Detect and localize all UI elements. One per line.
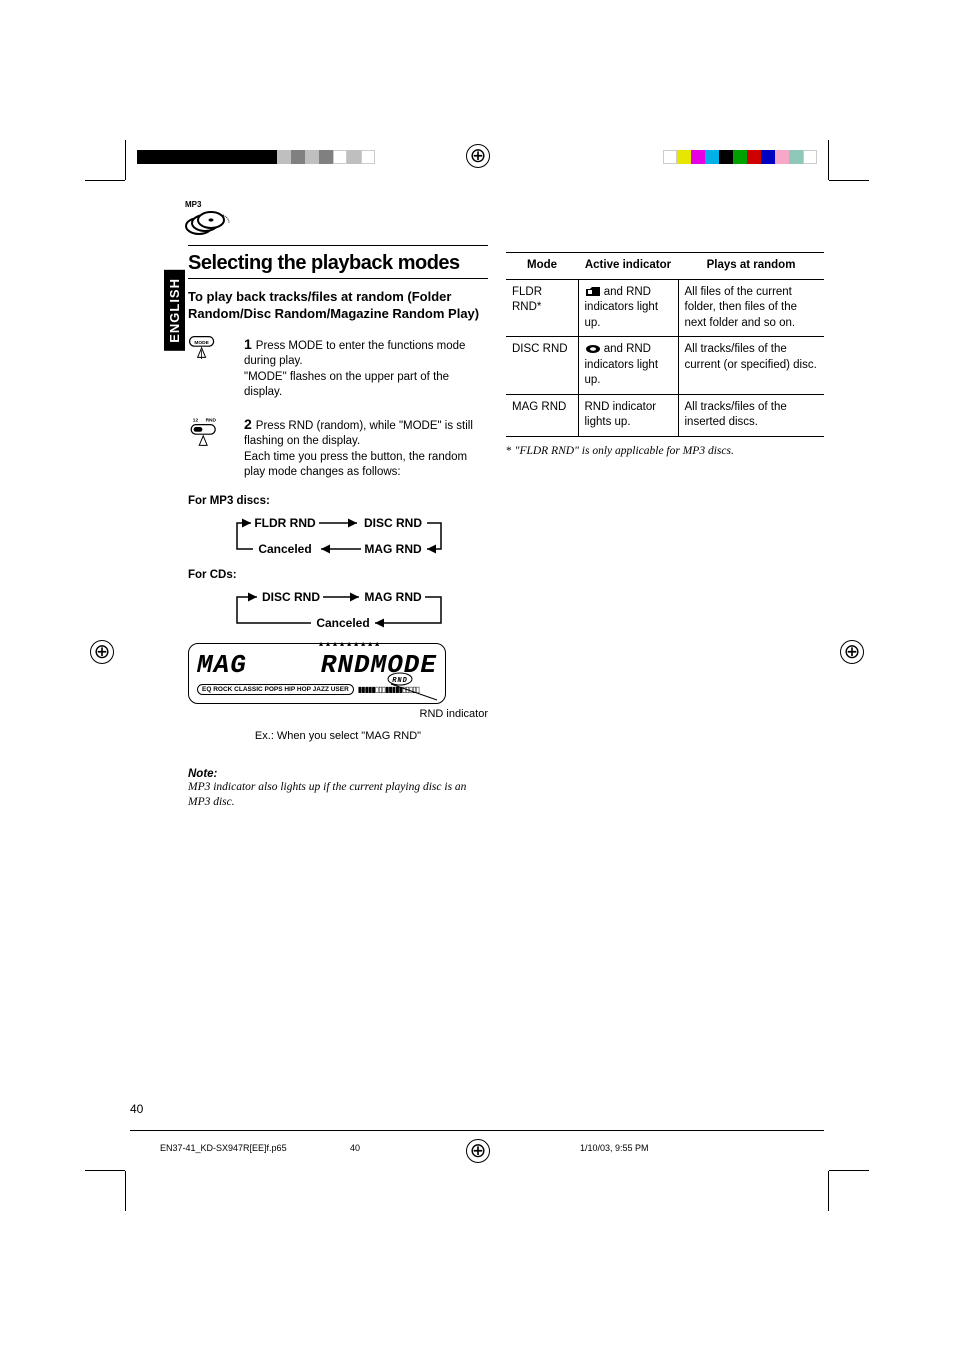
step-text: "MODE" flashes on the upper part of the …	[244, 370, 488, 401]
colorbar-left	[137, 150, 375, 164]
plays-cell: All tracks/files of the inserted discs.	[678, 394, 824, 436]
svg-text:DISC RND: DISC RND	[364, 516, 422, 530]
mp3-discs-icon: MP3	[185, 200, 233, 235]
svg-text:DISC RND: DISC RND	[262, 590, 320, 604]
svg-text:Canceled: Canceled	[316, 616, 369, 630]
step-text: Press RND (random), while "MODE" is stil…	[244, 420, 473, 448]
section-subheading: To play back tracks/files at random (Fol…	[188, 289, 488, 323]
page-title: Selecting the playback modes	[188, 245, 488, 279]
mode-cell: FLDR RND*	[506, 279, 578, 337]
table-header: Plays at random	[678, 253, 824, 280]
page-number: 40	[130, 1102, 143, 1116]
svg-text:RND: RND	[206, 417, 217, 423]
footer-filename: EN37-41_KD-SX947R[EE]f.p65	[160, 1143, 287, 1153]
folder-icon	[585, 286, 601, 297]
step-number: 2	[244, 416, 252, 432]
mode-button-icon: MODE	[188, 335, 228, 367]
footer-rule	[130, 1130, 824, 1131]
indicator-cell: and RND indicators light up.	[578, 337, 678, 395]
cycle-mp3: FLDR RND DISC RND MAG RND Canceled	[188, 513, 488, 559]
rnd-indicator-caption: RND indicator	[188, 708, 488, 720]
disc-icon	[585, 344, 601, 354]
svg-text:12: 12	[193, 417, 199, 423]
callout-line-icon	[387, 680, 447, 704]
footer-page: 40	[350, 1143, 360, 1153]
eq-presets: ROCK CLASSIC POPS HIP HOP JAZZ USER	[213, 686, 349, 693]
cds-label: For CDs:	[188, 569, 488, 581]
mode-cell: MAG RND	[506, 394, 578, 436]
note-heading: Note:	[188, 768, 488, 780]
lcd-right: RNDMODE	[321, 650, 437, 680]
indicator-cell: and RND indicators light up.	[578, 279, 678, 337]
mp3-discs-label: For MP3 discs:	[188, 495, 488, 507]
plays-cell: All files of the current folder, then fi…	[678, 279, 824, 337]
table-row: FLDR RND* and RND indicators light up. A…	[506, 279, 824, 337]
table-header: Mode	[506, 253, 578, 280]
step-text: Each time you press the button, the rand…	[244, 450, 488, 481]
language-tab: ENGLISH	[164, 270, 185, 351]
example-caption: Ex.: When you select "MAG RND"	[188, 730, 488, 742]
step-1: MODE 1Press MODE to enter the functions …	[188, 335, 488, 401]
registration-mark-icon	[466, 144, 490, 168]
step-number: 1	[244, 336, 252, 352]
svg-text:Canceled: Canceled	[258, 542, 311, 556]
modes-table: Mode Active indicator Plays at random FL…	[506, 252, 824, 437]
eq-label: EQ	[202, 686, 211, 693]
step-text: Press MODE to enter the functions mode d…	[244, 340, 465, 368]
registration-mark-icon	[840, 640, 864, 664]
rnd-button-icon: 12 RND	[188, 415, 228, 450]
lcd-display: ▴▴▴▴▴▴▴▴▴ MAG RNDMODE RND EQ ROCK CLASSI…	[188, 643, 446, 704]
colorbar-right	[663, 150, 817, 164]
plays-cell: All tracks/files of the current (or spec…	[678, 337, 824, 395]
table-header: Active indicator	[578, 253, 678, 280]
svg-text:MAG RND: MAG RND	[364, 590, 422, 604]
step-2: 12 RND 2Press RND (random), while "MODE"…	[188, 415, 488, 481]
footer-date: 1/10/03, 9:55 PM	[580, 1143, 649, 1153]
svg-text:MAG RND: MAG RND	[364, 542, 422, 556]
mp3-label: MP3	[185, 200, 201, 209]
svg-text:MODE: MODE	[194, 340, 209, 346]
indicator-cell: RND indicator lights up.	[578, 394, 678, 436]
mode-cell: DISC RND	[506, 337, 578, 395]
table-row: DISC RND and RND indicators light up. Al…	[506, 337, 824, 395]
note-body: MP3 indicator also lights up if the curr…	[188, 780, 488, 810]
registration-mark-icon	[90, 640, 114, 664]
table-footnote: * "FLDR RND" is only applicable for MP3 …	[506, 445, 824, 457]
registration-mark-icon	[466, 1139, 490, 1163]
lcd-left: MAG	[197, 650, 247, 680]
table-row: MAG RND RND indicator lights up. All tra…	[506, 394, 824, 436]
svg-text:FLDR RND: FLDR RND	[254, 516, 316, 530]
cycle-cd: DISC RND MAG RND Canceled	[188, 587, 488, 633]
